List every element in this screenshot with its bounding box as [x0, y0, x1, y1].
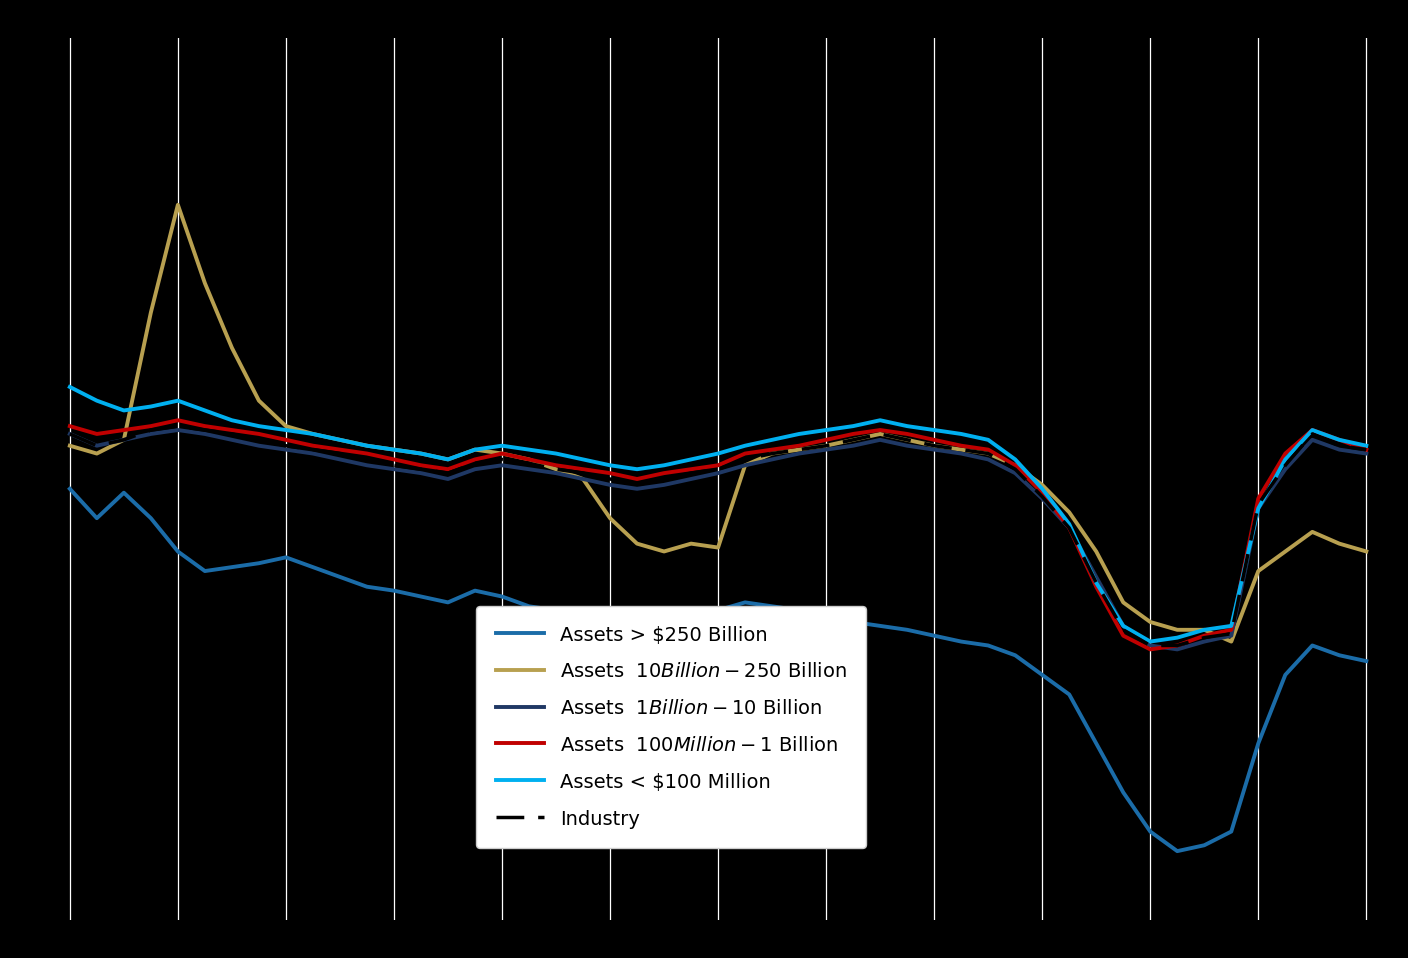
- Legend: Assets > $250 Billion, Assets  $10 Billion - $250 Billion, Assets  $1 Billion - : Assets > $250 Billion, Assets $10 Billio…: [476, 605, 866, 848]
